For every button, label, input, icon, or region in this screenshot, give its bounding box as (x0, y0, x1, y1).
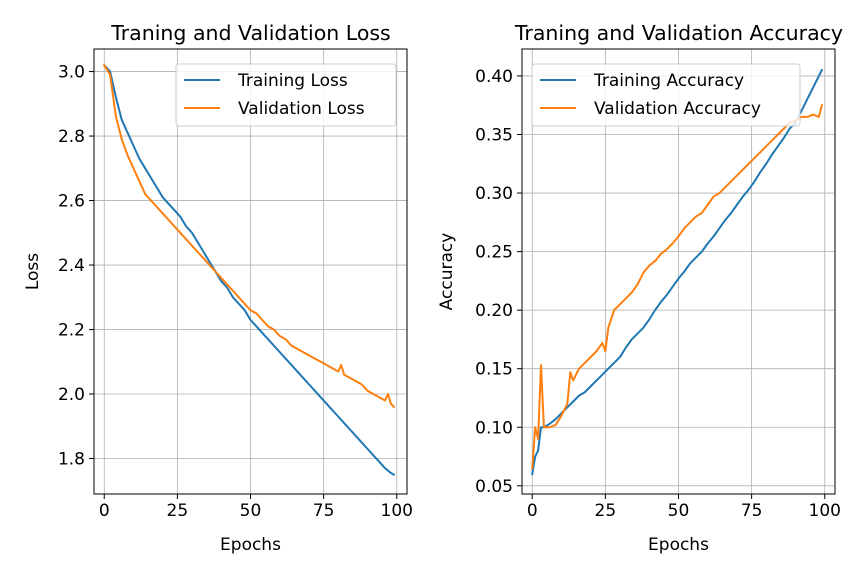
series-line-training-loss (102, 63, 396, 477)
y-tick-label: 0.10 (475, 418, 513, 438)
y-tick-label: 0.40 (475, 67, 513, 87)
x-tick-label: 75 (741, 501, 763, 521)
y-tick-label: 2.6 (58, 192, 85, 212)
loss-chart-panel: 0 25 50 75 100 1.8 2.0 2.2 2.4 2.6 2.8 3.0 Traning a… (23, 21, 413, 555)
legend-label: Training Loss (237, 71, 348, 91)
chart-title: Traning and Validation Accuracy (514, 21, 843, 45)
x-axis-label: Epochs (648, 535, 709, 555)
x-tick-label: 0 (99, 501, 110, 521)
accuracy-chart-panel: 0 25 50 75 100 0.05 0.10 0.15 0.20 0.25 0.30 0.35 0.… (437, 21, 843, 555)
x-tick-label: 25 (167, 501, 189, 521)
legend: Training Loss Validation Loss (175, 63, 397, 127)
series-line-validation-accuracy (531, 103, 824, 470)
y-tick-label: 0.20 (475, 301, 513, 321)
y-tick-label: 0.15 (475, 360, 513, 380)
chart-title: Traning and Validation Loss (110, 21, 391, 45)
x-tick-label: 0 (527, 501, 538, 521)
legend-box (531, 63, 801, 127)
x-tick-label: 75 (313, 501, 335, 521)
legend: Training Accuracy Validation Accuracy (531, 63, 801, 127)
y-axis-label: Accuracy (437, 233, 457, 311)
y-tick-label: 2.8 (58, 127, 85, 147)
x-tick-label: 50 (240, 501, 262, 521)
legend-box (175, 63, 397, 127)
y-tick-label: 0.35 (475, 125, 513, 145)
y-tick-label: 2.0 (58, 385, 85, 405)
y-tick-label: 3.0 (58, 63, 85, 83)
x-axis-label: Epochs (220, 535, 281, 555)
series-line-validation-loss (102, 63, 396, 409)
legend-label: Validation Accuracy (594, 99, 761, 119)
legend-label: Training Accuracy (593, 71, 744, 91)
x-tick-label: 100 (381, 501, 413, 521)
y-tick-label: 2.2 (58, 321, 85, 341)
y-tick-label: 1.8 (58, 450, 85, 470)
y-axis-label: Loss (23, 253, 43, 290)
series-line-training-accuracy (531, 68, 824, 476)
legend-label: Validation Loss (238, 99, 365, 119)
y-tick-label: 0.30 (475, 184, 513, 204)
y-tick-label: 0.05 (475, 477, 513, 497)
y-tick-label: 2.4 (58, 256, 85, 276)
x-tick-label: 25 (595, 501, 617, 521)
x-tick-label: 50 (668, 501, 690, 521)
x-tick-label: 100 (809, 501, 841, 521)
y-tick-label: 0.25 (475, 243, 513, 263)
